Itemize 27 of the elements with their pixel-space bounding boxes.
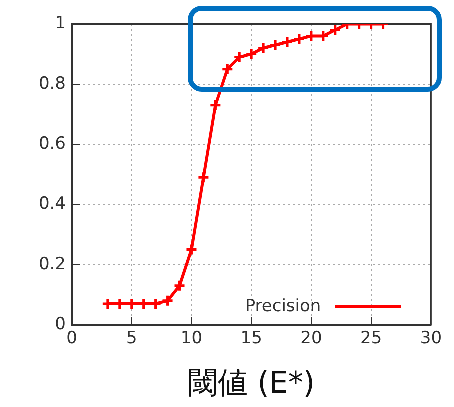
point bbox=[245, 48, 258, 61]
x-tick-label: 15 bbox=[240, 328, 262, 349]
y-tick-label: 0.4 bbox=[38, 194, 66, 214]
point bbox=[221, 63, 234, 76]
x-tick-label: 10 bbox=[180, 328, 203, 349]
x-tick-label: 30 bbox=[420, 328, 442, 349]
point bbox=[174, 280, 186, 292]
point bbox=[197, 171, 210, 184]
point bbox=[281, 36, 294, 48]
point bbox=[293, 32, 306, 46]
x-tick-label: 20 bbox=[300, 328, 322, 349]
point bbox=[209, 99, 222, 112]
point bbox=[329, 24, 342, 36]
point bbox=[162, 294, 174, 308]
legend-label: Precision bbox=[245, 296, 322, 316]
y-tick-label: 0 bbox=[55, 314, 66, 334]
point bbox=[257, 42, 270, 55]
x-axis-title: 閾値 (E*) bbox=[188, 366, 316, 401]
y-tick-label: 1 bbox=[55, 14, 66, 34]
y-tick-label: 0.2 bbox=[38, 254, 66, 274]
point bbox=[269, 39, 282, 52]
y-tick-label: 0.6 bbox=[38, 134, 66, 154]
x-tick-label: 25 bbox=[360, 328, 382, 349]
point bbox=[233, 51, 246, 64]
y-tick-label: 0.8 bbox=[38, 74, 66, 94]
x-tick-label: 5 bbox=[126, 328, 138, 349]
point bbox=[185, 244, 198, 256]
